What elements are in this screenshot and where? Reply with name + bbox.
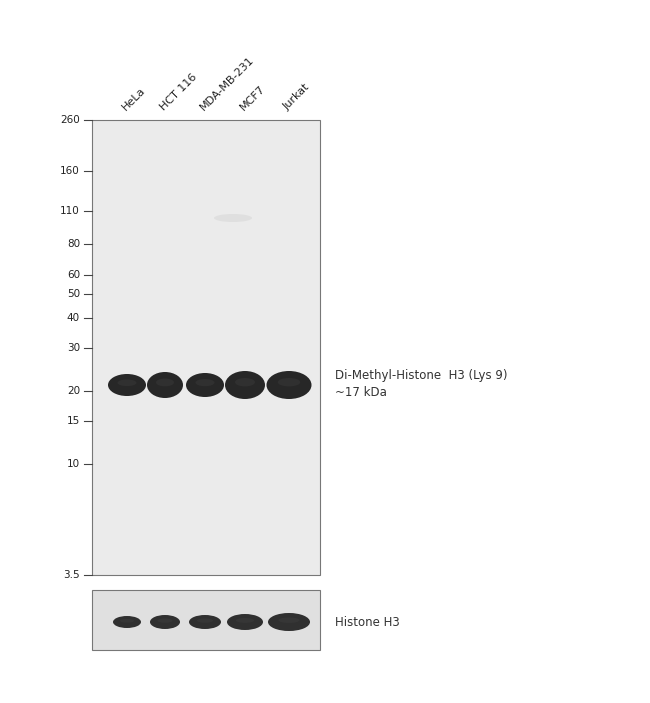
Ellipse shape: [236, 618, 254, 623]
Ellipse shape: [235, 378, 255, 387]
Ellipse shape: [196, 379, 215, 386]
Ellipse shape: [278, 617, 300, 623]
Ellipse shape: [118, 380, 136, 386]
Text: 40: 40: [67, 313, 80, 323]
Text: 160: 160: [60, 167, 80, 176]
Text: Jurkat: Jurkat: [282, 82, 312, 112]
Text: 110: 110: [60, 206, 80, 216]
Ellipse shape: [156, 378, 174, 387]
Text: Histone H3: Histone H3: [335, 616, 400, 628]
Ellipse shape: [108, 374, 146, 396]
Text: HCT 116: HCT 116: [158, 72, 198, 112]
Ellipse shape: [266, 371, 311, 399]
Text: 10: 10: [67, 459, 80, 469]
Bar: [92, 590, 320, 650]
Text: HeLa: HeLa: [120, 85, 147, 112]
Ellipse shape: [120, 619, 134, 623]
Ellipse shape: [150, 615, 180, 629]
Ellipse shape: [157, 619, 172, 623]
Text: 15: 15: [67, 416, 80, 426]
Ellipse shape: [225, 371, 265, 399]
Text: MDA-MB-231: MDA-MB-231: [198, 54, 255, 112]
Ellipse shape: [186, 373, 224, 397]
Ellipse shape: [227, 614, 263, 630]
Text: ~17 kDa: ~17 kDa: [335, 387, 387, 399]
Ellipse shape: [214, 214, 252, 222]
Ellipse shape: [147, 372, 183, 398]
Ellipse shape: [113, 616, 141, 628]
Text: Di-Methyl-Histone  H3 (Lys 9): Di-Methyl-Histone H3 (Lys 9): [335, 368, 508, 382]
Text: MCF7: MCF7: [238, 83, 267, 112]
Ellipse shape: [189, 615, 221, 629]
Text: 260: 260: [60, 115, 80, 125]
Text: 50: 50: [67, 289, 80, 299]
Text: 20: 20: [67, 386, 80, 396]
Ellipse shape: [278, 378, 300, 387]
Bar: [92, 120, 320, 575]
Text: 30: 30: [67, 343, 80, 353]
Text: 3.5: 3.5: [64, 570, 80, 580]
Ellipse shape: [268, 613, 310, 631]
Text: 60: 60: [67, 270, 80, 280]
Ellipse shape: [197, 619, 213, 623]
Text: 80: 80: [67, 240, 80, 250]
